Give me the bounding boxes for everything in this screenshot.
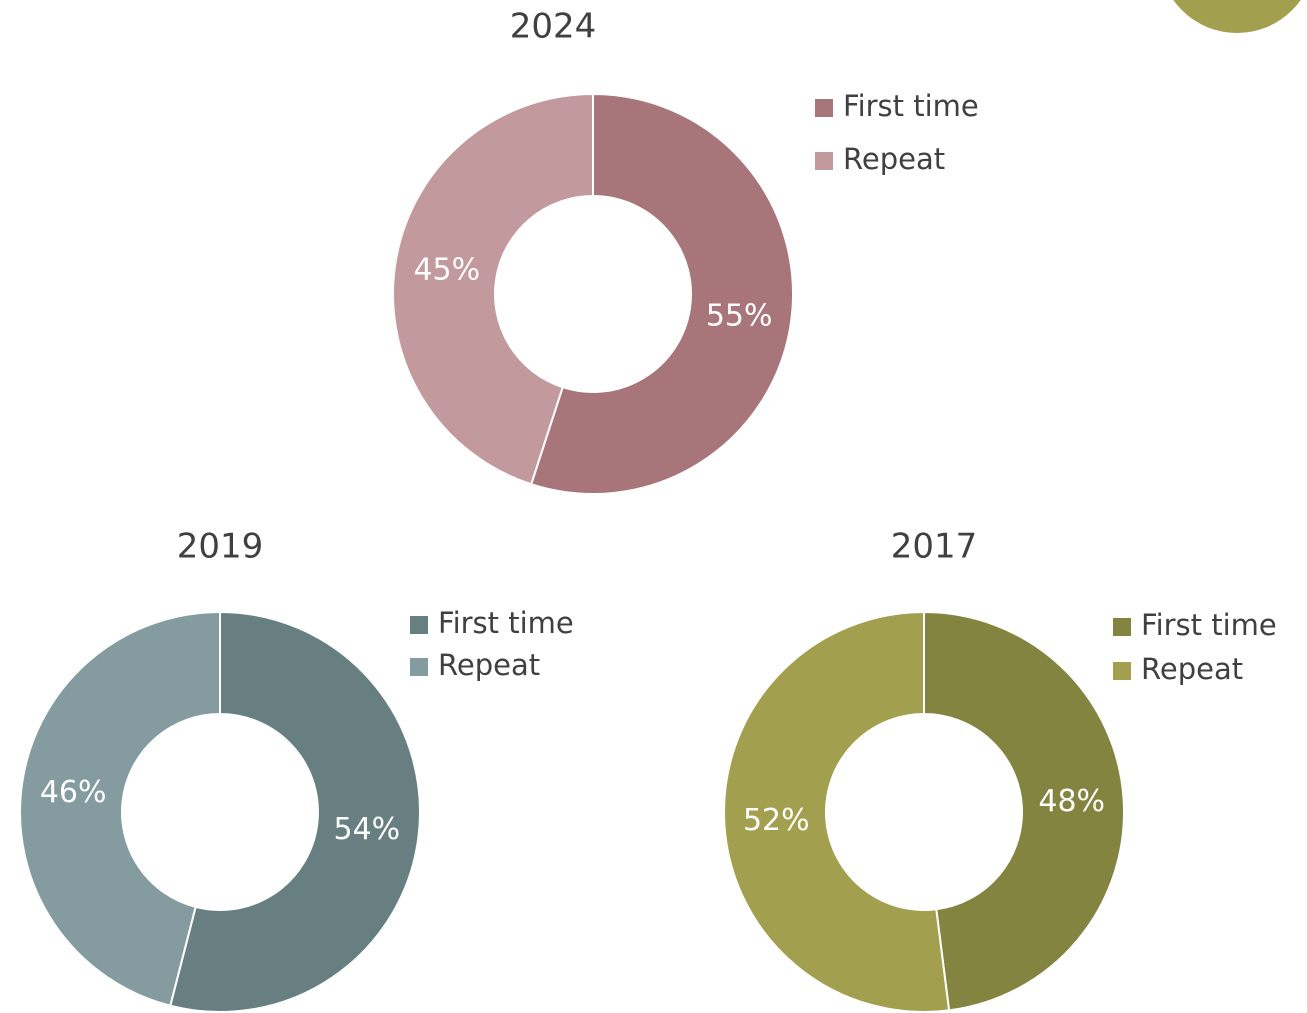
legend-label: Repeat: [438, 648, 540, 682]
legend-label: Repeat: [843, 142, 945, 176]
donut-slice: [529, 92, 794, 495]
value-label: 48%: [1038, 784, 1105, 819]
legend-swatch: [1113, 618, 1131, 636]
decoration: [1173, 0, 1301, 33]
value-label: 55%: [706, 299, 773, 334]
legend-swatch: [815, 99, 833, 117]
legend-swatch: [815, 152, 833, 170]
legend-label: First time: [843, 89, 979, 123]
donut-slice: [722, 610, 951, 1013]
chart-title: 2017: [891, 527, 978, 567]
value-label: 54%: [333, 812, 400, 847]
value-label: 52%: [743, 803, 810, 838]
donut-slice: [169, 610, 421, 1013]
legend-swatch: [410, 658, 428, 676]
legend-swatch: [410, 616, 428, 634]
donut-slice: [18, 610, 221, 1007]
legend-swatch: [1113, 662, 1131, 680]
value-label: 46%: [40, 775, 107, 810]
legend-label: Repeat: [1141, 652, 1243, 686]
donut-slice: [923, 610, 1125, 1012]
value-label: 45%: [413, 252, 480, 287]
donut-slice: [392, 92, 594, 486]
chart-title: 2024: [510, 7, 597, 47]
legend-label: First time: [1141, 608, 1277, 642]
legend-label: First time: [438, 606, 574, 640]
chart-title: 2019: [177, 527, 264, 567]
